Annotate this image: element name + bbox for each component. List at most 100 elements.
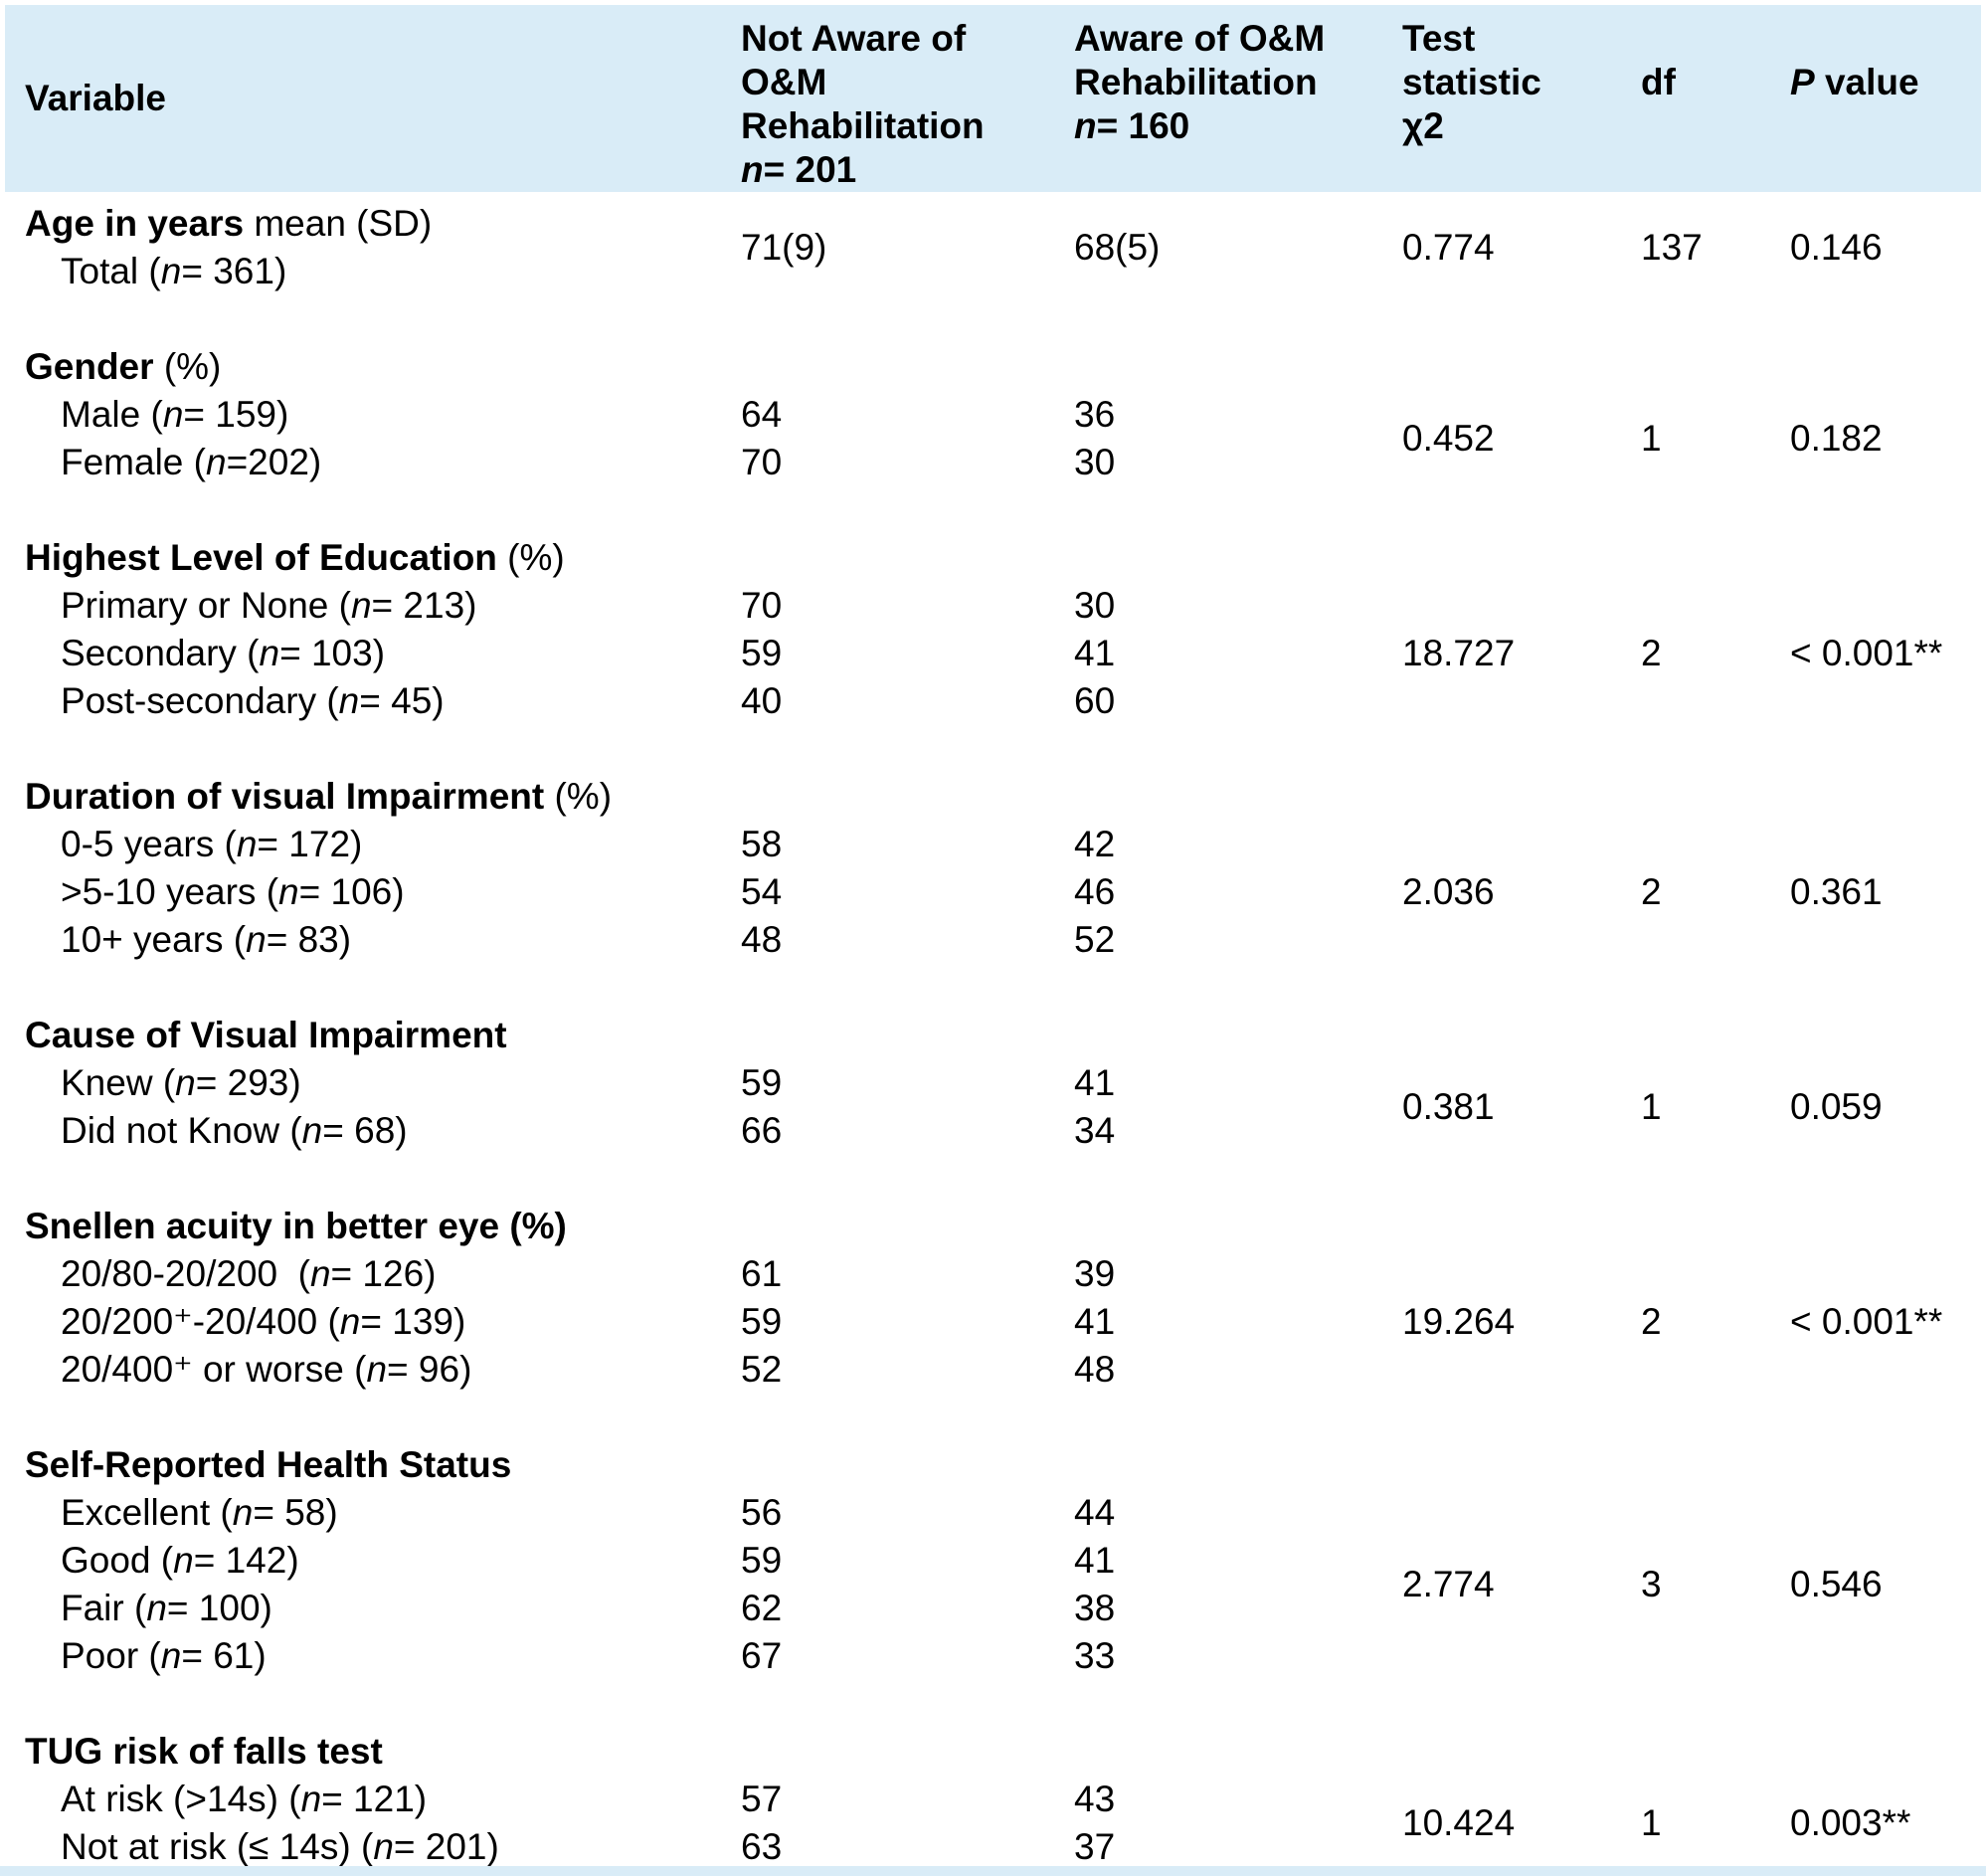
row-label: 0-5 years (n= 172) <box>61 824 363 864</box>
test-statistic: 18.727 <box>1402 633 1516 673</box>
value-aware: 39 <box>1074 1253 1116 1294</box>
italic-n: n <box>246 919 267 960</box>
italic-n: n <box>146 1588 167 1628</box>
value-not-aware: 48 <box>741 919 783 960</box>
row-label: Female (n=202) <box>61 442 322 482</box>
value-not-aware: 58 <box>741 824 783 864</box>
row-label: 20/400⁺ or worse (n= 96) <box>61 1349 472 1390</box>
value-aware: 36 <box>1074 394 1116 435</box>
value-not-aware: 57 <box>741 1779 783 1819</box>
italic-n: n <box>309 1253 331 1294</box>
row-label: Total (n= 361) <box>61 251 287 291</box>
col-header-p-value: P value <box>1790 5 1981 104</box>
value-aware: 33 <box>1074 1635 1116 1676</box>
value-aware: 41 <box>1074 633 1116 673</box>
value-aware: 60 <box>1074 680 1116 721</box>
col-header-df: df <box>1641 62 1676 102</box>
italic-n: n <box>160 251 182 291</box>
df-value: 137 <box>1641 227 1703 268</box>
value-aware: 38 <box>1074 1588 1116 1628</box>
table-section: Duration of visual Impairment (%) 0-5 yea… <box>25 773 1986 964</box>
value-not-aware: 54 <box>741 871 783 912</box>
test-statistic: 2.774 <box>1402 1564 1495 1604</box>
value-not-aware: 56 <box>741 1492 783 1533</box>
italic-n: n <box>236 824 258 864</box>
df-value: 1 <box>1641 1802 1662 1843</box>
row-label: Fair (n= 100) <box>61 1588 272 1628</box>
value-aware: 43 <box>1074 1779 1116 1819</box>
italic-n: n <box>160 1635 182 1676</box>
table-section: Age in years mean (SD) Total (n= 361) 71(9… <box>25 200 1986 295</box>
p-value: < 0.001** <box>1790 1301 1943 1342</box>
table-section: Highest Level of Education (%) Primary or… <box>25 534 1986 725</box>
test-statistic: 2.036 <box>1402 871 1495 912</box>
italic-n: n <box>173 1540 194 1581</box>
df-value: 3 <box>1641 1564 1662 1604</box>
row-label: Not at risk (≤ 14s) (n= 201) <box>61 1826 499 1867</box>
row-label: 20/200⁺-20/400 (n= 139) <box>61 1301 466 1342</box>
value-aware: 37 <box>1074 1826 1116 1867</box>
p-value: 0.546 <box>1790 1564 1883 1604</box>
table-section: Self-Reported Health Status Excellent (n=… <box>25 1441 1986 1680</box>
row-label: Excellent (n= 58) <box>61 1492 338 1533</box>
row-label: At risk (>14s) (n= 121) <box>61 1779 428 1819</box>
table-body: Age in years mean (SD) Total (n= 361) 71(9… <box>0 192 1986 1871</box>
value-not-aware: 63 <box>741 1826 783 1867</box>
italic-n: n <box>232 1492 254 1533</box>
table-section: TUG risk of falls test At risk (>14s) (n=… <box>25 1728 1986 1871</box>
test-statistic: 19.264 <box>1402 1301 1516 1342</box>
df-value: 1 <box>1641 418 1662 459</box>
section-title: Gender (%) <box>25 346 222 387</box>
df-value: 2 <box>1641 1301 1662 1342</box>
bottom-border <box>0 1866 1986 1876</box>
test-statistic: 0.774 <box>1402 227 1495 268</box>
value-not-aware: 59 <box>741 633 783 673</box>
value-aware: 44 <box>1074 1492 1116 1533</box>
row-label: Knew (n= 293) <box>61 1062 301 1103</box>
test-statistic: 0.452 <box>1402 418 1495 459</box>
italic-n: n <box>1074 105 1097 146</box>
df-value: 2 <box>1641 633 1662 673</box>
italic-n: n <box>300 1779 322 1819</box>
value-aware: 48 <box>1074 1349 1116 1390</box>
value-not-aware: 62 <box>741 1588 783 1628</box>
italic-n: n <box>301 1110 323 1151</box>
italic-n: n <box>366 1349 388 1390</box>
row-label: Good (n= 142) <box>61 1540 299 1581</box>
value-not-aware: 52 <box>741 1349 783 1390</box>
section-title: Highest Level of Education (%) <box>25 537 565 578</box>
row-label: Post-secondary (n= 45) <box>61 680 445 721</box>
italic-n: n <box>162 394 184 435</box>
row-label: 20/80-20/200 (n= 126) <box>61 1253 437 1294</box>
value-aware: 52 <box>1074 919 1116 960</box>
row-label: 10+ years (n= 83) <box>61 919 352 960</box>
p-value: 0.146 <box>1790 227 1883 268</box>
row-label: >5-10 years (n= 106) <box>61 871 405 912</box>
value-aware: 41 <box>1074 1540 1116 1581</box>
value-not-aware: 66 <box>741 1110 783 1151</box>
value-not-aware: 64 <box>741 394 783 435</box>
section-title: Snellen acuity in better eye (%) <box>25 1206 567 1246</box>
value-aware: 68(5) <box>1074 227 1161 268</box>
italic-n: n <box>259 633 280 673</box>
italic-n: n <box>741 149 764 190</box>
italic-n: n <box>205 442 227 482</box>
value-aware: 41 <box>1074 1301 1116 1342</box>
col-header-not-aware: Not Aware of O&M Rehabilitation n= 201 <box>741 18 985 190</box>
value-not-aware: 61 <box>741 1253 783 1294</box>
value-aware: 42 <box>1074 824 1116 864</box>
row-label: Secondary (n= 103) <box>61 633 386 673</box>
p-value: 0.003** <box>1790 1802 1911 1843</box>
section-title: Age in years mean (SD) <box>25 203 433 244</box>
section-title: Cause of Visual Impairment <box>25 1015 507 1055</box>
value-aware: 34 <box>1074 1110 1116 1151</box>
value-not-aware: 59 <box>741 1062 783 1103</box>
value-aware: 30 <box>1074 585 1116 626</box>
col-header-variable: Variable <box>25 78 166 118</box>
value-not-aware: 59 <box>741 1301 783 1342</box>
p-value: 0.182 <box>1790 418 1883 459</box>
table-section: Gender (%) Male (n= 159) 64 36 Female (n=202… <box>25 343 1986 486</box>
row-label: Primary or None (n= 213) <box>61 585 477 626</box>
value-not-aware: 70 <box>741 442 783 482</box>
